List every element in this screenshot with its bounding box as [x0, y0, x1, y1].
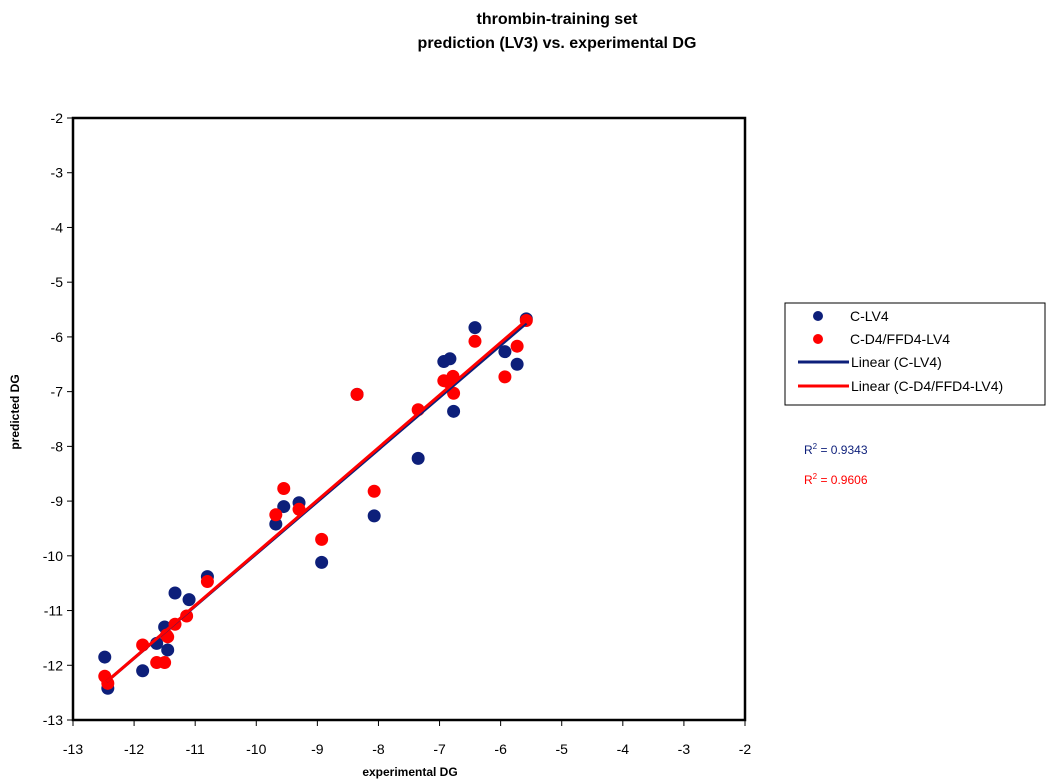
y-tick-label: -8: [51, 438, 64, 454]
data-point: [498, 370, 512, 384]
x-tick-label: -6: [494, 741, 507, 757]
data-point: [350, 387, 364, 401]
data-point: [168, 586, 182, 600]
x-tick-label: -3: [678, 741, 691, 757]
data-point: [510, 357, 524, 371]
x-tick-label: -7: [433, 741, 446, 757]
data-point: [498, 345, 512, 359]
data-point: [161, 643, 175, 657]
legend-box: [784, 302, 1046, 406]
data-point: [468, 334, 482, 348]
x-tick-label: -10: [246, 741, 266, 757]
legend-label: Linear (C-D4/FFD4-LV4): [851, 378, 1003, 394]
data-point: [158, 656, 172, 670]
legend-label: Linear (C-LV4): [851, 354, 942, 370]
x-tick-label: -11: [186, 741, 205, 757]
data-point: [315, 555, 329, 569]
data-point: [510, 339, 524, 353]
y-tick-label: -7: [51, 384, 64, 400]
data-point: [367, 484, 381, 498]
data-point: [367, 509, 381, 523]
data-point: [200, 575, 214, 589]
data-point: [180, 609, 194, 623]
r2-label: R2 = 0.9606: [804, 472, 868, 487]
trendline-series-2: [105, 319, 528, 683]
y-tick-label: -6: [51, 329, 64, 345]
x-tick-label: -2: [739, 741, 752, 757]
x-tick-label: -4: [617, 741, 630, 757]
y-tick-label: -9: [51, 493, 64, 509]
legend-label: C-LV4: [850, 308, 889, 324]
x-tick-label: -5: [556, 741, 569, 757]
data-point: [101, 676, 115, 690]
y-axis-title: predicted DG: [8, 374, 22, 449]
r2-annotations: R2 = 0.9343 R2 = 0.9606: [804, 442, 868, 487]
data-point: [182, 593, 196, 607]
data-point: [447, 404, 461, 418]
data-point: [269, 517, 283, 531]
y-tick-label: -4: [51, 219, 64, 235]
x-tick-label: -8: [372, 741, 385, 757]
legend-marker: [813, 311, 823, 321]
x-tick-label: -13: [63, 741, 83, 757]
chart-title-line-1: thrombin-training set: [477, 11, 639, 28]
data-point: [468, 321, 482, 335]
y-tick-label: -11: [44, 603, 63, 619]
x-axis-title: experimental DG: [362, 765, 457, 779]
data-point: [136, 664, 150, 678]
y-tick-label: -2: [51, 110, 64, 126]
data-point: [315, 532, 329, 546]
data-point: [411, 451, 425, 465]
chart-title-line-2: prediction (LV3) vs. experimental DG: [418, 35, 697, 52]
data-point: [277, 500, 291, 514]
data-point: [277, 482, 291, 496]
x-tick-label: -12: [124, 741, 144, 757]
legend-marker: [813, 334, 823, 344]
y-tick-label: -10: [43, 548, 63, 564]
legend-label: C-D4/FFD4-LV4: [850, 331, 950, 347]
data-point: [443, 352, 457, 366]
legend: C-LV4 C-D4/FFD4-LV4 Linear (C-LV4) Linear (…: [784, 302, 1046, 406]
x-tick-label: -9: [311, 741, 324, 757]
y-tick-label: -13: [43, 712, 63, 728]
plot-area: -13 -12 -11 -10 -9 -8 -7 -6 -5 -4 -3 -2 -13 -12 -11 -10…: [43, 110, 752, 757]
data-point: [269, 508, 283, 522]
y-tick-label: -12: [43, 657, 63, 673]
y-tick-label: -5: [51, 274, 64, 290]
r2-label: R2 = 0.9343: [804, 442, 868, 457]
data-point: [98, 650, 112, 664]
y-tick-label: -3: [51, 165, 64, 181]
